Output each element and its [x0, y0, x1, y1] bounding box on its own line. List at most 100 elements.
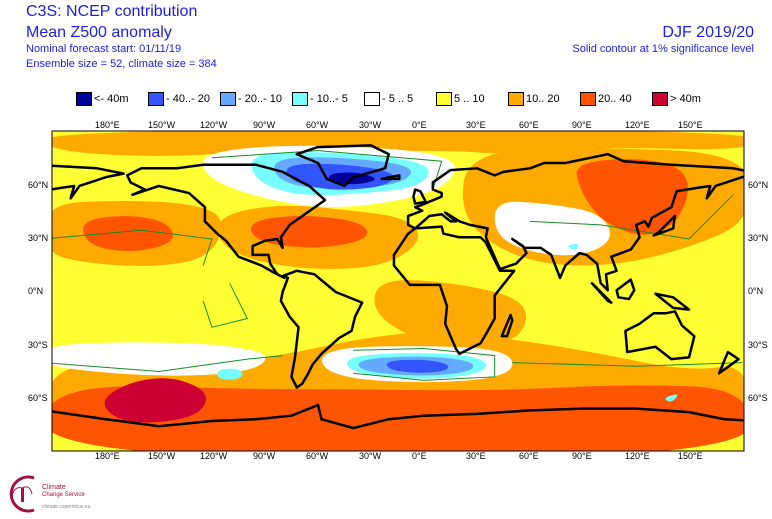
anomaly-region — [83, 216, 173, 252]
lon-label: 150°E — [678, 120, 703, 130]
lon-label: 90°W — [253, 120, 276, 130]
lon-label: 120°E — [625, 120, 650, 130]
anomaly-region — [665, 394, 678, 402]
coastline — [624, 310, 696, 361]
lat-label: 60°N — [28, 180, 49, 190]
coastline — [615, 278, 636, 301]
copernicus-logo: Climate Change Service climate.copernicu… — [4, 474, 144, 514]
significance-contour — [353, 348, 496, 381]
significance-note: Solid contour at 1% significance level — [572, 43, 754, 55]
lon-label: 30°E — [466, 451, 486, 461]
coastline — [125, 163, 327, 280]
significance-contour — [512, 362, 743, 367]
coastline — [406, 152, 744, 292]
coastline — [412, 188, 428, 205]
legend-label: - 10..- 5 — [310, 93, 348, 105]
legend-label: 5 .. 10 — [454, 93, 485, 105]
legend-item: - 5 .. 5 — [364, 92, 436, 106]
legend-swatch — [148, 92, 164, 106]
logo-line2: Change Service — [42, 492, 85, 498]
anomaly-region — [217, 368, 243, 380]
legend-swatch — [508, 92, 524, 106]
forecast-start: Nominal forecast start: 01/11/19 — [26, 43, 182, 55]
coastline — [392, 225, 516, 356]
lon-label: 90°E — [572, 120, 592, 130]
legend-label: 20.. 40 — [598, 93, 632, 105]
lat-label: 0°N — [748, 286, 764, 296]
significance-contour — [52, 355, 283, 373]
lon-label: 150°E — [678, 451, 703, 461]
lon-label: 180°E — [95, 120, 120, 130]
legend-item: 10.. 20 — [508, 92, 580, 106]
anomaly-region — [494, 201, 610, 256]
legend-swatch — [436, 92, 452, 106]
lon-label: 90°E — [572, 451, 592, 461]
lat-label: 0°N — [28, 286, 44, 296]
logo-url: climate.copernicus.eu — [42, 504, 91, 510]
lon-label: 120°W — [200, 451, 228, 461]
lon-label: 30°E — [466, 120, 486, 130]
lon-label: 0°E — [412, 120, 427, 130]
season-label: DJF 2019/20 — [662, 24, 754, 41]
title: C3S: NCEP contribution — [26, 3, 198, 20]
ensemble-info: Ensemble size = 52, climate size = 384 — [26, 58, 217, 70]
legend-swatch — [76, 92, 92, 106]
lon-label: 150°W — [148, 451, 176, 461]
legend-item: - 10..- 5 — [292, 92, 364, 106]
legend-item: - 40..- 20 — [148, 92, 220, 106]
lon-label: 60°E — [519, 120, 539, 130]
legend-label: 10.. 20 — [526, 93, 560, 105]
lon-label: 60°E — [519, 451, 539, 461]
lon-label: 120°E — [625, 451, 650, 461]
legend-label: - 5 .. 5 — [382, 93, 414, 105]
legend-swatch — [580, 92, 596, 106]
significance-contour — [529, 194, 734, 240]
anomaly-region — [568, 243, 579, 250]
significance-contour — [211, 150, 443, 190]
legend-label: > 40m — [670, 93, 701, 105]
anomaly-region — [386, 359, 449, 373]
lon-label: 150°W — [148, 120, 176, 130]
legend-swatch — [364, 92, 380, 106]
lon-label: 30°W — [359, 120, 382, 130]
legend-label: <- 40m — [94, 93, 129, 105]
lat-label: 30°N — [28, 233, 49, 243]
anomaly-region — [104, 378, 207, 423]
legend-label: - 40..- 20 — [166, 93, 211, 105]
lon-label: 0°E — [412, 451, 427, 461]
lat-label: 60°N — [748, 180, 769, 190]
lon-label: 60°W — [306, 451, 329, 461]
significance-contour — [52, 229, 213, 266]
legend-item: <- 40m — [76, 92, 148, 106]
legend-label: - 20..- 10 — [238, 93, 283, 105]
coastline — [279, 269, 364, 389]
color-legend: <- 40m - 40..- 20 - 20..- 10 - 10..- 5 - 5 .… — [76, 92, 712, 106]
lat-label: 60°S — [748, 393, 768, 403]
subtitle: Mean Z500 anomaly — [26, 24, 172, 41]
anomaly-region — [576, 159, 688, 235]
significance-contour — [202, 282, 249, 328]
legend-item: 5 .. 10 — [436, 92, 508, 106]
lat-label: 30°S — [28, 340, 48, 350]
lon-label: 30°W — [359, 451, 382, 461]
coastline — [380, 174, 401, 181]
coastline — [717, 350, 740, 375]
coastline — [295, 144, 390, 188]
legend-swatch — [220, 92, 236, 106]
lat-label: 60°S — [28, 393, 48, 403]
climate-logo-icon — [9, 475, 35, 513]
lon-label: 90°W — [253, 451, 276, 461]
map-frame — [51, 130, 745, 452]
lon-label: 60°W — [306, 120, 329, 130]
legend-swatch — [652, 92, 668, 106]
lon-label: 120°W — [200, 120, 228, 130]
anomaly-region — [52, 131, 744, 156]
legend-item: > 40m — [652, 92, 712, 106]
coastline — [652, 214, 677, 237]
legend-item: - 20..- 10 — [220, 92, 292, 106]
coastline — [590, 281, 613, 304]
lon-label: 180°E — [95, 451, 120, 461]
legend-item: 20.. 40 — [580, 92, 652, 106]
legend-swatch — [292, 92, 308, 106]
